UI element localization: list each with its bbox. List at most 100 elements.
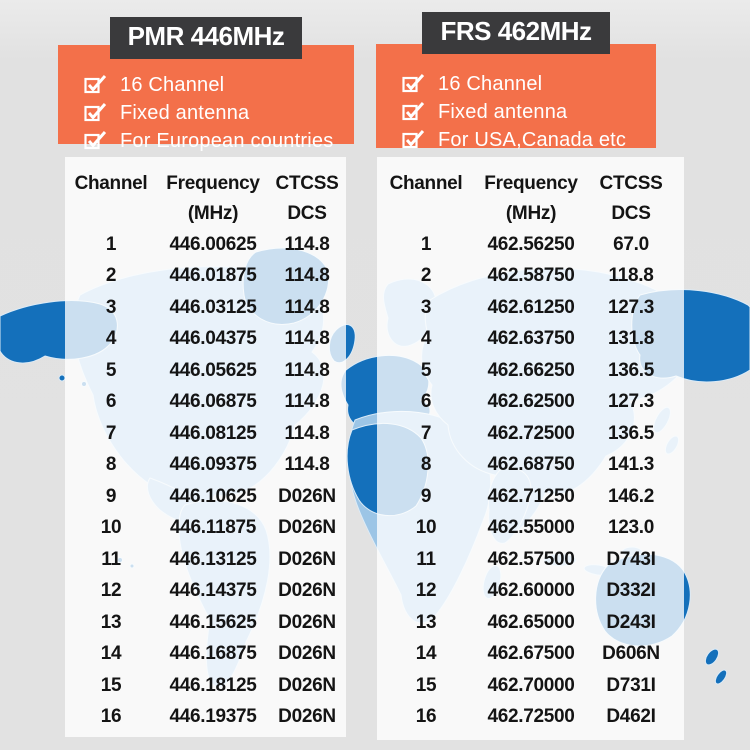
col-header-channel: Channel <box>389 173 463 194</box>
checkbox-icon <box>84 101 108 123</box>
cell-ctcss: D462I <box>606 706 656 728</box>
cell-frequency: 462.63750 <box>487 328 575 350</box>
cell-ctcss: 114.8 <box>284 422 330 444</box>
feature-label: For European countries <box>120 129 334 152</box>
table-row: 13 462.65000 D243I <box>377 607 684 639</box>
cell-ctcss: D743I <box>606 548 656 570</box>
checkbox-icon <box>402 128 426 150</box>
table-row: 7 462.72500 136.5 <box>377 418 684 450</box>
table-row: 8 446.09375 114.8 <box>65 450 346 482</box>
feature-item: For USA,Canada etc <box>376 126 656 154</box>
cell-frequency: 446.03125 <box>169 296 257 318</box>
cell-ctcss: 146.2 <box>607 485 655 507</box>
cell-channel: 10 <box>415 517 437 539</box>
cell-frequency: 446.05625 <box>169 359 257 381</box>
cell-channel: 15 <box>100 674 122 696</box>
table-row: 13 446.15625 D026N <box>65 607 346 639</box>
frs-table-panel: Channel Frequency CTCSS (MHz) DCS 1 462.5… <box>377 157 684 740</box>
table-row: 2 446.01875 114.8 <box>65 261 346 293</box>
table-row: 3 462.61250 127.3 <box>377 292 684 324</box>
cell-frequency: 446.13125 <box>169 548 257 570</box>
cell-frequency: 446.14375 <box>169 580 257 602</box>
table-subheader-row: (MHz) DCS <box>377 199 684 229</box>
table-row: 6 446.06875 114.8 <box>65 387 346 419</box>
cell-channel: 12 <box>100 580 122 602</box>
cell-frequency: 446.00625 <box>169 233 257 255</box>
table-row: 3 446.03125 114.8 <box>65 292 346 324</box>
col-header-ctcss: CTCSS <box>599 173 663 194</box>
table-row: 6 462.62500 127.3 <box>377 387 684 419</box>
cell-channel: 9 <box>105 485 117 507</box>
cell-channel: 7 <box>105 422 117 444</box>
table-row: 1 446.00625 114.8 <box>65 229 346 261</box>
cell-frequency: 462.72500 <box>487 422 575 444</box>
frs-feature-box: 16 Channel Fixed antenna For USA,Canada … <box>376 44 656 151</box>
table-row: 16 446.19375 D026N <box>65 702 346 734</box>
cell-channel: 5 <box>420 359 432 381</box>
cell-ctcss: D731I <box>606 674 656 696</box>
cell-channel: 1 <box>105 233 117 255</box>
cell-channel: 3 <box>105 296 117 318</box>
table-row: 5 446.05625 114.8 <box>65 355 346 387</box>
cell-channel: 6 <box>420 391 432 413</box>
checkbox-icon <box>402 100 426 122</box>
col-subheader-mhz: (MHz) <box>505 203 557 224</box>
table-row: 4 446.04375 114.8 <box>65 324 346 356</box>
cell-ctcss: 131.8 <box>607 328 655 350</box>
cell-channel: 13 <box>100 611 122 633</box>
table-row: 10 446.11875 D026N <box>65 513 346 545</box>
table-header-row: Channel Frequency CTCSS <box>65 169 346 199</box>
table-row: 9 462.71250 146.2 <box>377 481 684 513</box>
table-row: 7 446.08125 114.8 <box>65 418 346 450</box>
table-row: 16 462.72500 D462I <box>377 702 684 734</box>
cell-ctcss: 114.8 <box>284 328 330 350</box>
table-row: 14 462.67500 D606N <box>377 639 684 671</box>
cell-ctcss: D026N <box>278 517 336 539</box>
cell-frequency: 446.04375 <box>169 328 257 350</box>
feature-label: Fixed antenna <box>120 101 250 124</box>
cell-ctcss: 67.0 <box>613 233 649 255</box>
checkbox-icon <box>84 129 108 151</box>
cell-frequency: 462.55000 <box>487 517 575 539</box>
cell-ctcss: D243I <box>606 611 656 633</box>
cell-frequency: 446.09375 <box>169 454 257 476</box>
cell-channel: 7 <box>420 422 432 444</box>
cell-frequency: 462.72500 <box>487 706 575 728</box>
table-row: 4 462.63750 131.8 <box>377 324 684 356</box>
cell-frequency: 462.61250 <box>487 296 575 318</box>
cell-channel: 14 <box>100 643 122 665</box>
pmr-table-panel: Channel Frequency CTCSS (MHz) DCS 1 446.0… <box>65 157 346 737</box>
cell-channel: 16 <box>100 706 122 728</box>
cell-channel: 9 <box>420 485 432 507</box>
pmr-feature-box: 16 Channel Fixed antenna For European co… <box>58 45 354 152</box>
cell-frequency: 462.65000 <box>487 611 575 633</box>
cell-channel: 1 <box>420 233 432 255</box>
cell-frequency: 462.57500 <box>487 548 575 570</box>
cell-ctcss: 114.8 <box>284 265 330 287</box>
cell-frequency: 462.62500 <box>487 391 575 413</box>
cell-frequency: 446.18125 <box>169 674 257 696</box>
cell-channel: 3 <box>420 296 432 318</box>
cell-channel: 2 <box>105 265 117 287</box>
cell-channel: 11 <box>101 548 121 570</box>
cell-ctcss: D026N <box>278 643 336 665</box>
cell-ctcss: D026N <box>278 706 336 728</box>
table-row: 15 462.70000 D731I <box>377 670 684 702</box>
cell-ctcss: 127.3 <box>607 391 655 413</box>
cell-frequency: 462.56250 <box>487 233 575 255</box>
table-row: 5 462.66250 136.5 <box>377 355 684 387</box>
cell-channel: 14 <box>415 643 437 665</box>
feature-item: For European countries <box>58 127 354 155</box>
cell-frequency: 446.11875 <box>169 517 257 539</box>
cell-channel: 8 <box>420 454 432 476</box>
cell-frequency: 462.60000 <box>487 580 575 602</box>
cell-channel: 5 <box>105 359 117 381</box>
cell-frequency: 446.16875 <box>169 643 257 665</box>
cell-frequency: 462.68750 <box>487 454 575 476</box>
cell-ctcss: 136.5 <box>607 422 655 444</box>
cell-ctcss: D026N <box>278 611 336 633</box>
cell-channel: 4 <box>420 328 432 350</box>
cell-ctcss: 114.8 <box>284 233 330 255</box>
cell-frequency: 446.06875 <box>169 391 257 413</box>
cell-frequency: 462.66250 <box>487 359 575 381</box>
